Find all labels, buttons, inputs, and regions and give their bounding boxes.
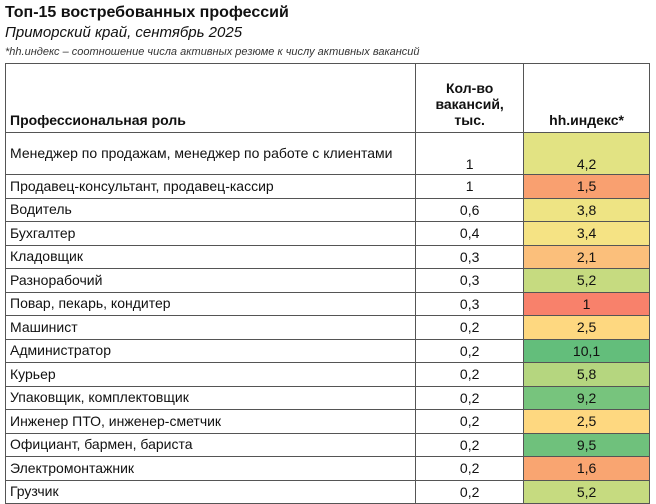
index-cell: 4,2 bbox=[523, 132, 650, 175]
role-cell: Повар, пекарь, кондитер bbox=[4, 291, 417, 316]
index-cell: 1,6 bbox=[523, 456, 650, 481]
vacancies-cell: 1 bbox=[415, 132, 525, 175]
table-row: Машинист 0,2 2,5 bbox=[4, 315, 650, 340]
table-row: Разнорабочий 0,3 5,2 bbox=[4, 268, 650, 293]
table-row: Администратор 0,2 10,1 bbox=[4, 338, 650, 363]
vacancies-cell: 0,2 bbox=[415, 432, 525, 457]
table-body: Менеджер по продажам, менеджер по работе… bbox=[4, 132, 650, 504]
table-row: Упаковщик, комплектовщик 0,2 9,2 bbox=[4, 385, 650, 410]
index-cell: 3,4 bbox=[523, 221, 650, 246]
vacancies-cell: 0,3 bbox=[415, 244, 525, 269]
table: Профессиональная роль Кол-во вакансий, ты… bbox=[4, 63, 650, 504]
table-row: Водитель 0,6 3,8 bbox=[4, 197, 650, 222]
vacancies-cell: 0,3 bbox=[415, 291, 525, 316]
vacancies-cell: 0,2 bbox=[415, 315, 525, 340]
role-cell: Официант, бармен, бариста bbox=[4, 432, 417, 457]
table-row: Кладовщик 0,3 2,1 bbox=[4, 244, 650, 269]
header-row: Профессиональная роль Кол-во вакансий, ты… bbox=[4, 63, 650, 133]
vacancies-cell: 0,2 bbox=[415, 362, 525, 387]
role-cell: Электромонтажник bbox=[4, 456, 417, 481]
role-cell: Водитель bbox=[4, 197, 417, 222]
vacancies-cell: 0,2 bbox=[415, 409, 525, 434]
role-cell: Менеджер по продажам, менеджер по работе… bbox=[4, 132, 417, 175]
index-cell: 5,8 bbox=[523, 362, 650, 387]
table-row: Электромонтажник 0,2 1,6 bbox=[4, 456, 650, 481]
title: Топ-15 востребованных профессий bbox=[5, 4, 289, 21]
index-cell: 10,1 bbox=[523, 338, 650, 363]
note: *hh.индекс – соотношение числа активных … bbox=[5, 46, 420, 58]
role-cell: Разнорабочий bbox=[4, 268, 417, 293]
role-cell: Упаковщик, комплектовщик bbox=[4, 385, 417, 410]
role-cell: Курьер bbox=[4, 362, 417, 387]
role-cell: Бухгалтер bbox=[4, 221, 417, 246]
index-cell: 5,2 bbox=[523, 479, 650, 504]
table-row: Официант, бармен, бариста 0,2 9,5 bbox=[4, 432, 650, 457]
index-cell: 1,5 bbox=[523, 174, 650, 199]
role-cell: Машинист bbox=[4, 315, 417, 340]
table-row: Повар, пекарь, кондитер 0,3 1 bbox=[4, 291, 650, 316]
role-cell: Инженер ПТО, инженер-сметчик bbox=[4, 409, 417, 434]
column-header: Профессиональная роль bbox=[4, 63, 417, 133]
column-header: Кол-во вакансий, тыс. bbox=[415, 63, 525, 133]
vacancies-cell: 0,2 bbox=[415, 385, 525, 410]
table-row: Продавец-консультант, продавец-кассир 1 1,… bbox=[4, 174, 650, 199]
index-cell: 2,5 bbox=[523, 315, 650, 340]
table-row: Курьер 0,2 5,8 bbox=[4, 362, 650, 387]
table-row: Бухгалтер 0,4 3,4 bbox=[4, 221, 650, 246]
vacancies-cell: 0,3 bbox=[415, 268, 525, 293]
vacancies-cell: 0,2 bbox=[415, 456, 525, 481]
subtitle: Приморский край, сентябрь 2025 bbox=[5, 24, 243, 41]
vacancies-cell: 1 bbox=[415, 174, 525, 199]
index-cell: 1 bbox=[523, 291, 650, 316]
table-row: Менеджер по продажам, менеджер по работе… bbox=[4, 132, 650, 175]
index-cell: 5,2 bbox=[523, 268, 650, 293]
index-cell: 9,5 bbox=[523, 432, 650, 457]
table-row: Инженер ПТО, инженер-сметчик 0,2 2,5 bbox=[4, 409, 650, 434]
index-cell: 9,2 bbox=[523, 385, 650, 410]
vacancies-cell: 0,2 bbox=[415, 338, 525, 363]
role-cell: Администратор bbox=[4, 338, 417, 363]
vacancies-cell: 0,6 bbox=[415, 197, 525, 222]
index-cell: 2,1 bbox=[523, 244, 650, 269]
role-cell: Кладовщик bbox=[4, 244, 417, 269]
vacancies-cell: 0,4 bbox=[415, 221, 525, 246]
index-cell: 3,8 bbox=[523, 197, 650, 222]
column-header: hh.индекс* bbox=[523, 63, 650, 133]
role-cell: Продавец-консультант, продавец-кассир bbox=[4, 174, 417, 199]
index-cell: 2,5 bbox=[523, 409, 650, 434]
